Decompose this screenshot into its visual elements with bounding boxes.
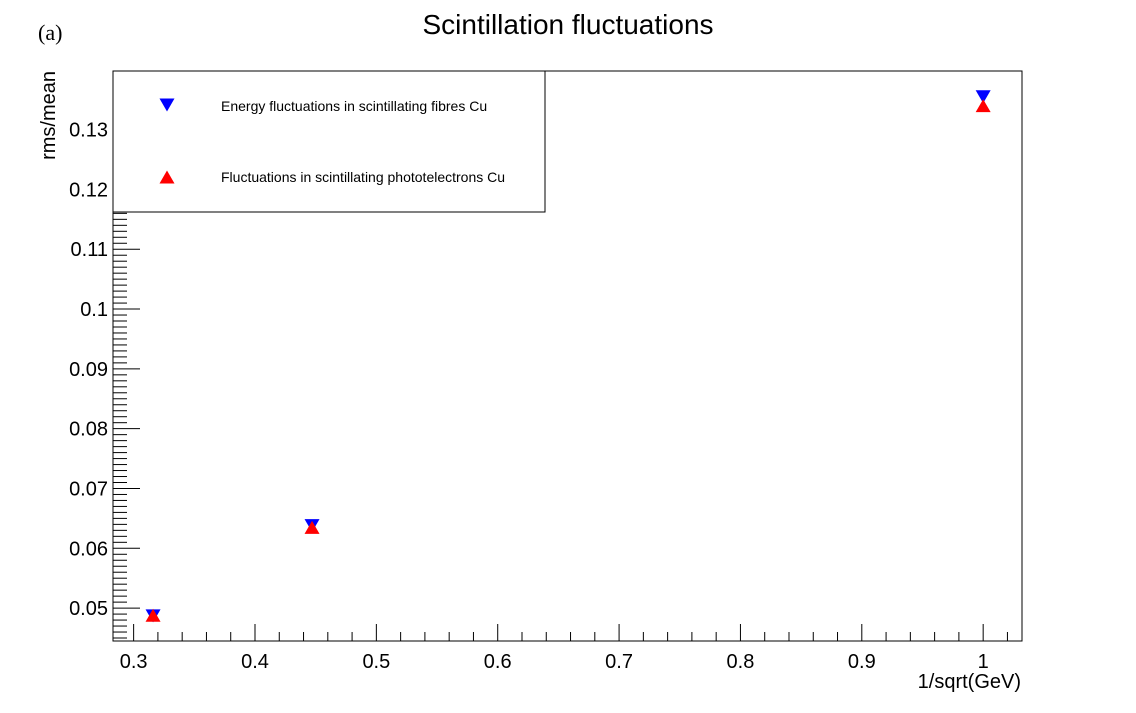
plot-frame (112, 70, 1023, 642)
legend-entry-photoelectron-fluctuations: Fluctuations in scintillating phototelec… (221, 169, 505, 185)
x-axis-ticks (133, 624, 1008, 641)
y-tick-label: 0.12 (69, 179, 108, 201)
x-tick-label: 0.6 (484, 651, 512, 673)
y-tick-label: 0.07 (69, 478, 108, 500)
x-axis-tick-labels: 0.3 0.4 0.5 0.6 0.7 0.8 0.9 1 (120, 651, 989, 673)
data-markers (145, 90, 991, 623)
x-tick-label: 0.5 (362, 651, 390, 673)
y-tick-label: 0.11 (71, 239, 108, 261)
x-tick-label: 0.4 (241, 651, 269, 673)
legend-entry-energy-fluctuations: Energy fluctuations in scintillating fib… (221, 98, 487, 114)
legend-marker-triangle-down (159, 98, 175, 112)
data-point-red-triangle-up (304, 520, 320, 534)
x-tick-label: 0.9 (848, 651, 876, 673)
legend-box (112, 70, 546, 213)
data-point-red-triangle-up (145, 608, 161, 622)
data-point-red-triangle-up (975, 99, 991, 113)
x-tick-label: 0.3 (120, 651, 148, 673)
y-tick-label: 0.09 (69, 359, 108, 381)
legend: Energy fluctuations in scintillating fib… (112, 70, 546, 213)
y-tick-label: 0.08 (69, 419, 108, 441)
x-axis-label: 1/sqrt(GeV) (918, 671, 1021, 693)
y-tick-label: 0.06 (69, 538, 108, 560)
y-axis-tick-labels: 0.05 0.06 0.07 0.08 0.09 0.1 0.11 0.12 0.13 (69, 120, 108, 620)
x-tick-label: 0.8 (727, 651, 755, 673)
y-tick-label: 0.1 (80, 299, 108, 321)
y-tick-label: 0.05 (69, 598, 108, 620)
legend-marker-triangle-up (159, 170, 175, 184)
panel-label: (a) (38, 20, 62, 45)
y-axis-label: rms/mean (38, 71, 60, 160)
x-tick-label: 1 (978, 651, 989, 673)
data-point-blue-triangle-down (975, 90, 991, 104)
chart-title: Scintillation fluctuations (422, 9, 713, 40)
y-tick-label: 0.13 (69, 120, 108, 142)
x-tick-label: 0.7 (605, 651, 633, 673)
